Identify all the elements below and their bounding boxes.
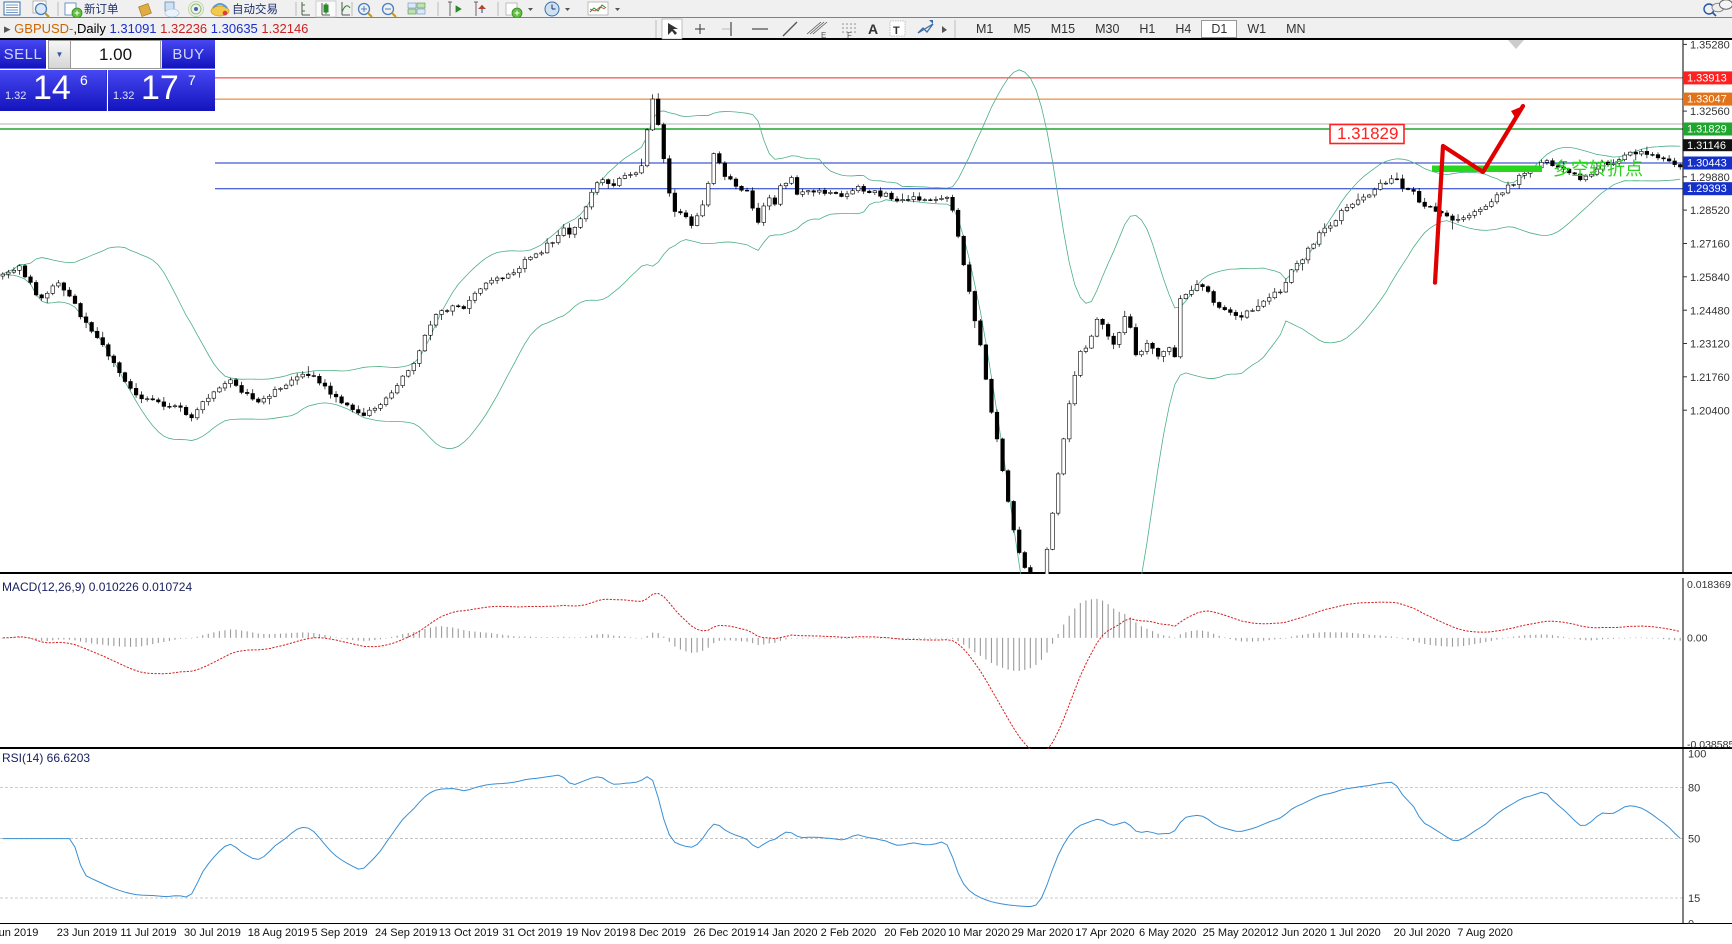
svg-text:1.31829: 1.31829 bbox=[1337, 124, 1398, 143]
svg-text:15: 15 bbox=[1688, 893, 1700, 905]
svg-text:50: 50 bbox=[1688, 834, 1700, 846]
svg-text:E: E bbox=[821, 31, 826, 40]
svg-text:100: 100 bbox=[1688, 749, 1706, 761]
svg-text:0.00: 0.00 bbox=[1687, 633, 1708, 645]
svg-text:F: F bbox=[847, 31, 852, 40]
svg-text:A: A bbox=[868, 21, 878, 37]
svg-text:0.018369: 0.018369 bbox=[1687, 579, 1731, 591]
svg-text:T: T bbox=[893, 25, 900, 37]
svg-text:多空转折点: 多空转折点 bbox=[1553, 159, 1643, 179]
svg-text:80: 80 bbox=[1688, 783, 1700, 795]
svg-text:-0.038585: -0.038585 bbox=[1687, 739, 1732, 749]
